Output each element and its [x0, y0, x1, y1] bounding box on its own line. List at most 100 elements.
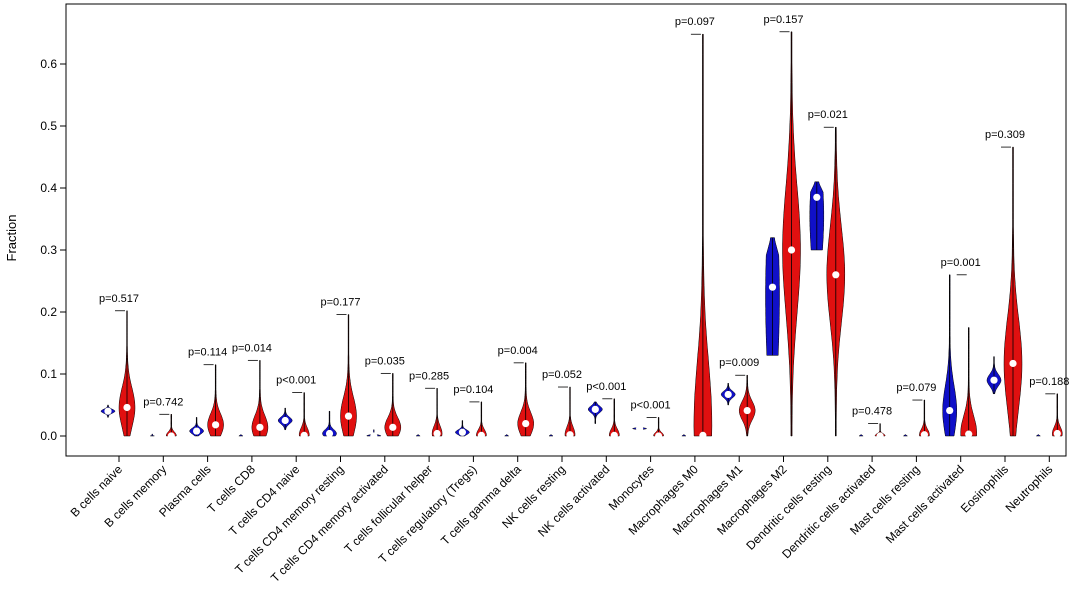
median-blue — [768, 283, 777, 291]
median-red — [477, 431, 485, 439]
p-value-label: p=0.014 — [232, 342, 272, 354]
median-blue — [325, 429, 334, 438]
violin-blue — [902, 434, 909, 437]
y-tick-label: 0.6 — [40, 57, 57, 71]
median-blue — [813, 193, 821, 201]
median-red — [965, 430, 973, 438]
violin-blue — [858, 434, 864, 437]
median-red — [389, 423, 397, 431]
x-category-label: Eosinophils — [958, 462, 1011, 515]
median-blue — [990, 376, 998, 384]
violin-group — [720, 374, 756, 437]
p-value-label: p=0.517 — [99, 293, 139, 305]
median-blue — [636, 424, 644, 433]
y-axis-label: Fraction — [4, 215, 19, 262]
violin-blue — [415, 434, 421, 437]
violin-group — [858, 423, 886, 440]
p-value-label: p=0.009 — [719, 357, 759, 369]
violin-group — [150, 414, 177, 440]
violin-blue — [1035, 434, 1042, 437]
median-blue — [104, 407, 112, 415]
median-blue — [458, 428, 466, 436]
p-value-label: p<0.001 — [586, 381, 626, 393]
median-red — [1053, 429, 1061, 438]
median-red — [123, 403, 131, 412]
median-red — [1009, 359, 1017, 368]
violin-blue — [238, 434, 244, 437]
x-category-label: Mast cells activated — [883, 462, 967, 546]
p-value-label: p=0.079 — [896, 382, 936, 394]
violin-group — [189, 364, 224, 437]
violin-group — [415, 388, 443, 438]
p-value-label: p=0.157 — [763, 14, 803, 26]
violin-group — [809, 126, 846, 437]
violin-blue — [150, 433, 155, 437]
median-blue — [591, 405, 599, 413]
violin-group — [238, 360, 269, 437]
p-value-label: p=0.742 — [143, 396, 183, 408]
median-blue — [724, 390, 732, 399]
p-value-label: p=0.285 — [409, 370, 449, 382]
p-value-label: p=0.114 — [188, 347, 227, 359]
violin-group — [322, 314, 357, 438]
p-value-annotations: p=0.517 p=0.742 p=0.114 p=0.014 p<0.001 p=0.1… — [99, 14, 1069, 425]
median-blue — [281, 416, 289, 425]
violin-group — [681, 33, 713, 439]
violin-group — [902, 399, 930, 439]
violin-group — [277, 392, 310, 439]
p-value-label: p=0.052 — [542, 369, 582, 381]
x-category-label: T cells follicular helper — [342, 462, 436, 556]
p-value-label: p=0.035 — [365, 355, 405, 367]
p-value-label: p=0.097 — [675, 16, 715, 28]
violin-group — [986, 146, 1023, 437]
y-tick-label: 0.5 — [40, 119, 57, 133]
p-value-label: p=0.177 — [320, 296, 360, 308]
p-value-label: p=0.104 — [453, 384, 493, 396]
violin-blue — [503, 434, 510, 437]
y-tick-label: 0.4 — [40, 181, 57, 195]
median-red — [832, 271, 840, 279]
p-value-label: p=0.309 — [985, 129, 1025, 141]
median-red — [920, 431, 929, 439]
x-category-label: T cells gamma delta — [438, 462, 524, 548]
violin-group — [548, 386, 576, 439]
median-blue — [370, 432, 378, 440]
violin-group — [100, 310, 136, 437]
y-axis: 0.0 0.1 0.2 0.3 0.4 0.5 0.6 — [40, 57, 66, 443]
median-red — [655, 432, 663, 440]
p-value-label: p=0.021 — [808, 109, 848, 121]
plot-frame — [65, 3, 1067, 457]
median-blue — [193, 427, 201, 435]
median-red — [256, 423, 264, 431]
p-value-label: p=0.188 — [1029, 376, 1069, 388]
violin-group — [366, 373, 402, 440]
median-red — [212, 421, 220, 429]
median-red — [300, 431, 308, 439]
median-red — [699, 431, 707, 439]
median-red — [167, 432, 175, 440]
median-red — [566, 431, 574, 439]
violin-blue — [681, 434, 687, 437]
median-red — [787, 246, 796, 254]
y-tick-label: 0.2 — [40, 305, 57, 319]
violin-group — [588, 398, 620, 439]
violin-group — [455, 401, 487, 439]
y-tick-label: 0.0 — [40, 429, 57, 443]
p-value-label: p<0.001 — [631, 399, 671, 411]
y-tick-label: 0.3 — [40, 243, 57, 257]
median-red — [876, 432, 884, 440]
violin-group — [942, 274, 977, 438]
median-red — [344, 412, 353, 420]
violin-group — [632, 417, 664, 440]
violin-group — [1035, 393, 1063, 438]
median-blue — [946, 406, 954, 415]
x-category-label: Neutrophils — [1003, 462, 1056, 515]
p-value-label: p=0.478 — [852, 406, 892, 418]
p-value-label: p=0.001 — [941, 257, 981, 269]
plot-border — [65, 3, 1067, 457]
violin-group — [765, 31, 801, 437]
violin-group — [503, 362, 534, 437]
median-red — [743, 406, 751, 415]
